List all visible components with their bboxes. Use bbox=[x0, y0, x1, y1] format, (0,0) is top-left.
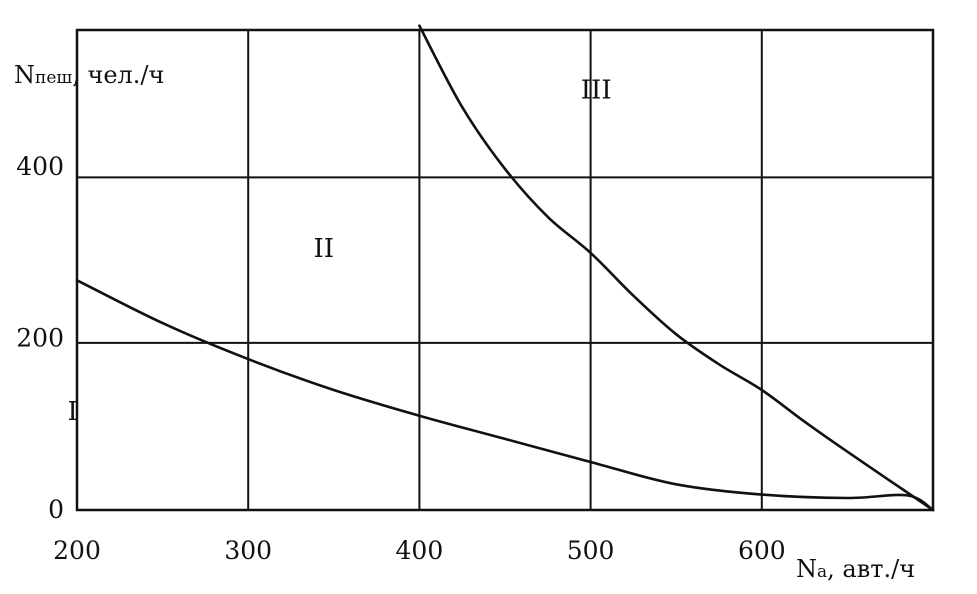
y-axis-label-sub: пеш bbox=[35, 68, 72, 88]
grid bbox=[77, 30, 933, 510]
region-label: III bbox=[581, 76, 612, 106]
series-line-1 bbox=[75, 279, 935, 512]
x-axis-label: Nа, авт./ч bbox=[796, 555, 915, 583]
plot-frame bbox=[75, 28, 935, 512]
x-axis-label-main: N bbox=[796, 555, 817, 583]
curves bbox=[75, 24, 935, 512]
x-axis-label-rest: , авт./ч bbox=[827, 555, 915, 583]
x-tick-label: 400 bbox=[396, 536, 444, 565]
x-tick-label: 200 bbox=[53, 536, 101, 565]
y-axis-label: Nпеш, чел./ч bbox=[14, 61, 164, 89]
y-tick-label: 0 bbox=[48, 495, 64, 524]
y-axis-label-main: N bbox=[14, 61, 35, 89]
x-tick-label: 300 bbox=[224, 536, 272, 565]
x-axis-label-sub: а bbox=[817, 562, 827, 582]
x-tick-label: 600 bbox=[738, 536, 786, 565]
series-line-2 bbox=[418, 24, 935, 512]
plot-border bbox=[75, 28, 935, 512]
x-tick-label: 500 bbox=[567, 536, 615, 565]
region-label: II bbox=[314, 234, 335, 264]
x-tick-labels: 200 300 400 500 600 bbox=[53, 536, 786, 565]
y-tick-label: 200 bbox=[16, 324, 64, 353]
y-tick-labels: 0 200 400 bbox=[16, 152, 64, 524]
y-axis-label-rest: , чел./ч bbox=[72, 61, 164, 89]
y-tick-label: 400 bbox=[16, 152, 64, 181]
region-label: I bbox=[67, 397, 77, 427]
